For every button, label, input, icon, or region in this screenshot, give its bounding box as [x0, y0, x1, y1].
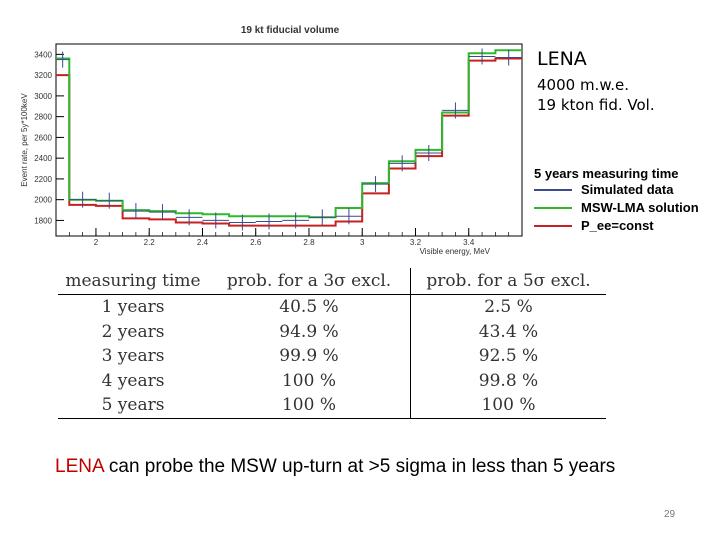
legend-entry-msw: MSW-LMA solution: [532, 199, 720, 217]
legend-entry-pee: P_ee=const: [532, 217, 720, 235]
y-tick-label: 3000: [34, 92, 52, 101]
cell-3sigma: 94.9 %: [208, 319, 411, 344]
cell-3sigma: 99.9 %: [208, 344, 411, 369]
cell-3sigma: 40.5 %: [208, 294, 411, 320]
x-tick-label: 2.6: [250, 238, 262, 247]
x-axis-label: Visible energy, MeV: [420, 247, 491, 256]
x-tick-label: 3.2: [410, 238, 422, 247]
lena-title: LENA: [537, 48, 587, 70]
cell-5sigma: 2.5 %: [484, 297, 533, 318]
header-prob-5sigma: prob. for a 5σ excl.: [410, 268, 606, 295]
data-point: [202, 212, 230, 229]
cell-5sigma: 92.5 %: [478, 346, 539, 367]
series-line-msw: [56, 49, 522, 219]
data-point: [56, 51, 70, 68]
legend-label-simulated: Simulated data: [581, 182, 674, 197]
data-point: [255, 213, 283, 230]
lena-volume: 19 kton fid. Vol.: [537, 96, 655, 114]
cell-3sigma: 100 %: [208, 368, 411, 393]
legend-swatch-msw: [534, 207, 572, 209]
caption-highlight: LENA: [55, 456, 104, 477]
cell-time: 5 years: [58, 393, 208, 419]
legend-label-msw: MSW-LMA solution: [581, 200, 699, 215]
data-point: [229, 214, 256, 231]
y-tick-label: 3200: [34, 71, 52, 80]
legend-swatch-simulated: [534, 189, 572, 191]
cell-time: 1 years: [101, 297, 165, 318]
y-tick-label: 2800: [34, 113, 52, 122]
cell-5sigma: 99.8 %: [478, 370, 539, 391]
x-tick-label: 2.4: [197, 238, 209, 247]
data-point: [122, 203, 150, 220]
probability-table: measuring time prob. for a 3σ excl. prob…: [58, 268, 606, 419]
y-tick-label: 3400: [34, 50, 52, 59]
data-point: [415, 144, 443, 161]
legend: 5 years measuring time Simulated data MS…: [532, 166, 720, 235]
data-point: [308, 209, 336, 226]
table-row: 3 years 99.9 % 92.5 %: [58, 344, 606, 369]
legend-swatch-pee: [534, 225, 572, 227]
data-point: [69, 191, 96, 208]
y-axis-ticks: 1800 2000 2200 2400 2600 2800 3000 3200 3400: [34, 50, 64, 225]
y-tick-label: 1800: [34, 216, 52, 225]
series-lines: [56, 49, 522, 227]
y-tick-label: 2600: [34, 133, 52, 142]
table-header-row: measuring time prob. for a 3σ excl. prob…: [58, 268, 606, 295]
data-point: [335, 208, 363, 225]
slide-caption: LENA can probe the MSW up-turn at >5 sig…: [55, 452, 665, 481]
x-axis-ticks: 2 2.2 2.4 2.6 2.8 3 3.2 3.4: [68, 228, 510, 247]
lena-depth: 4000 m.w.e.: [537, 76, 629, 94]
data-point: [388, 155, 416, 172]
header-measuring-time: measuring time: [58, 268, 208, 295]
x-tick-label: 2.8: [303, 238, 315, 247]
cell-3sigma: 100 %: [208, 393, 411, 419]
data-point: [495, 49, 522, 66]
y-tick-label: 2400: [34, 154, 52, 163]
x-tick-label: 2.2: [144, 238, 156, 247]
data-point: [95, 192, 123, 209]
x-tick-label: 3: [360, 238, 365, 247]
table-row: 2 years 94.9 % 43.4 %: [58, 319, 606, 344]
data-point: [149, 204, 176, 221]
data-point: [282, 212, 309, 229]
y-tick-label: 2200: [34, 175, 52, 184]
table-row: 5 years 100 % 100 %: [58, 393, 606, 419]
cell-time: 3 years: [101, 346, 165, 367]
page-number: 29: [664, 509, 676, 520]
table-row: 4 years 100 % 99.8 %: [58, 368, 606, 393]
spectrum-chart: 19 kt fiducial volume 1800 2000 2200 2400 26…: [20, 25, 523, 256]
header-prob-3sigma: prob. for a 3σ excl.: [208, 268, 411, 295]
cell-time: 4 years: [101, 370, 165, 391]
legend-title: 5 years measuring time: [534, 166, 679, 181]
data-point: [468, 48, 496, 65]
legend-label-pee: P_ee=const: [581, 218, 654, 233]
series-line-pee: [56, 57, 522, 227]
y-tick-label: 2000: [34, 196, 52, 205]
data-point: [442, 102, 469, 119]
cell-time: 2 years: [101, 321, 165, 342]
cell-5sigma: 43.4 %: [478, 321, 539, 342]
data-markers: [56, 48, 522, 231]
data-point: [362, 176, 389, 193]
legend-entry-simulated: Simulated data: [532, 181, 720, 199]
y-axis-label: Event rate, per 5y*100keV: [20, 93, 29, 187]
caption-text: can probe the MSW up-turn at >5 sigma in…: [103, 456, 616, 477]
cell-5sigma: 100 %: [410, 393, 606, 419]
plot-frame: [55, 43, 523, 237]
x-tick-label: 2: [94, 238, 99, 247]
data-point: [175, 209, 203, 226]
x-tick-label: 3.4: [463, 238, 475, 247]
table-row: 1 years 40.5 % 2.5 %: [58, 294, 606, 320]
chart-title: 19 kt fiducial volume: [241, 25, 340, 36]
